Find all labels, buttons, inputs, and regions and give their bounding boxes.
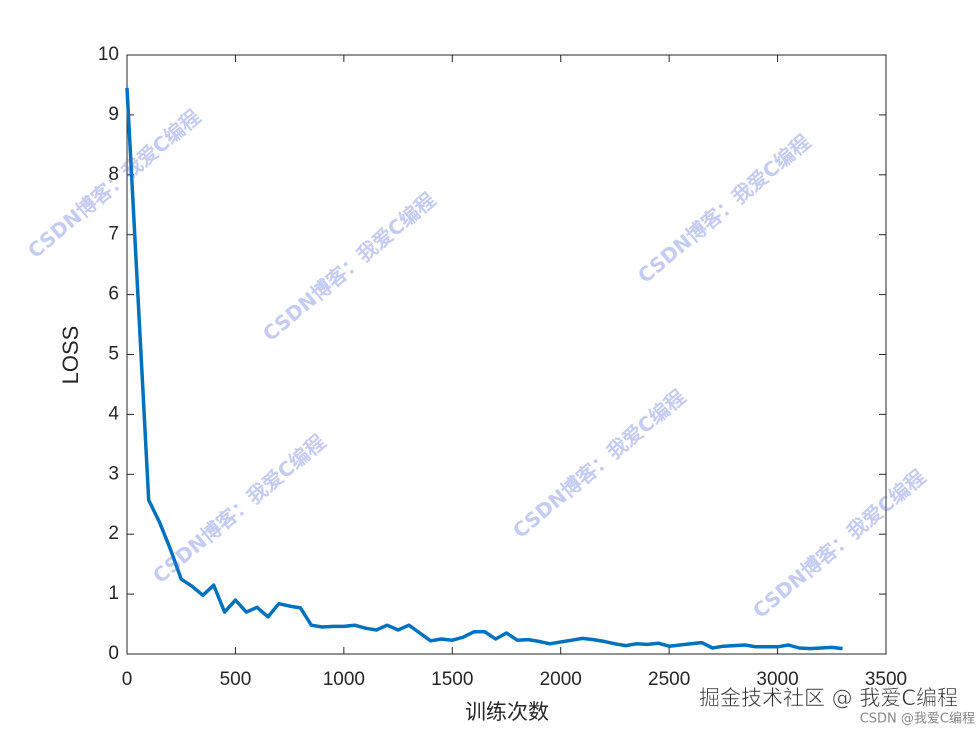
footer-watermark: CSDN @我爱C编程 [860,712,975,727]
x-tick-label: 3500 [865,669,907,690]
y-tick-label: 5 [108,344,119,365]
y-tick-label: 9 [108,104,119,125]
x-tick-label: 500 [220,669,252,690]
y-tick-label: 8 [108,164,119,185]
watermark: CSDN博客：我爱C编程 [508,385,690,543]
x-axis-label: 训练次数 [465,700,549,724]
footer-watermark: 掘金技术社区 @ 我爱C编程 [699,686,958,710]
y-tick-label: 1 [108,583,119,604]
watermark: CSDN博客：我爱C编程 [148,430,330,588]
x-tick-label: 1500 [431,669,473,690]
watermark: CSDN博客：我爱C编程 [748,465,930,623]
x-tick-label: 2500 [648,669,690,690]
y-tick-label: 6 [108,284,119,305]
y-axis-label: LOSS [58,326,83,385]
plot-box [126,54,887,655]
y-tick-label: 7 [108,224,119,245]
watermark: CSDN博客：我爱C编程 [258,188,440,346]
x-tick-label: 1000 [323,669,365,690]
x-tick-label: 2000 [540,669,582,690]
y-tick-label: 4 [108,403,119,424]
y-tick-label: 0 [108,643,119,664]
watermark: CSDN博客：我爱C编程 [633,130,815,288]
y-tick-label: 10 [98,44,119,65]
y-tick-label: 3 [108,463,119,484]
y-tick-label: 2 [108,523,119,544]
loss-line [125,87,843,651]
x-tick-label: 3000 [756,669,798,690]
x-tick-label: 0 [122,669,133,690]
